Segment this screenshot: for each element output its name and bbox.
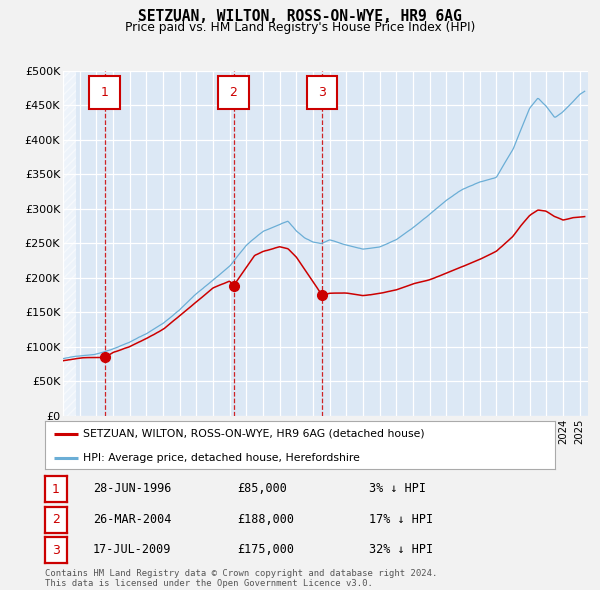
FancyBboxPatch shape xyxy=(218,76,249,109)
Text: 2: 2 xyxy=(230,86,238,99)
Text: 17-JUL-2009: 17-JUL-2009 xyxy=(93,543,172,556)
Text: 26-MAR-2004: 26-MAR-2004 xyxy=(93,513,172,526)
Text: Contains HM Land Registry data © Crown copyright and database right 2024.
This d: Contains HM Land Registry data © Crown c… xyxy=(45,569,437,588)
Text: £85,000: £85,000 xyxy=(237,482,287,495)
Text: 1: 1 xyxy=(101,86,109,99)
Text: 28-JUN-1996: 28-JUN-1996 xyxy=(93,482,172,495)
Text: 3: 3 xyxy=(52,544,60,557)
Text: SETZUAN, WILTON, ROSS-ON-WYE, HR9 6AG (detached house): SETZUAN, WILTON, ROSS-ON-WYE, HR9 6AG (d… xyxy=(83,429,425,439)
Text: 1: 1 xyxy=(52,483,60,496)
FancyBboxPatch shape xyxy=(307,76,337,109)
Text: HPI: Average price, detached house, Herefordshire: HPI: Average price, detached house, Here… xyxy=(83,453,360,463)
Text: SETZUAN, WILTON, ROSS-ON-WYE, HR9 6AG: SETZUAN, WILTON, ROSS-ON-WYE, HR9 6AG xyxy=(138,9,462,24)
FancyBboxPatch shape xyxy=(89,76,120,109)
Text: Price paid vs. HM Land Registry's House Price Index (HPI): Price paid vs. HM Land Registry's House … xyxy=(125,21,475,34)
Text: 17% ↓ HPI: 17% ↓ HPI xyxy=(369,513,433,526)
Text: 32% ↓ HPI: 32% ↓ HPI xyxy=(369,543,433,556)
Text: 2: 2 xyxy=(52,513,60,526)
Text: £175,000: £175,000 xyxy=(237,543,294,556)
Text: 3% ↓ HPI: 3% ↓ HPI xyxy=(369,482,426,495)
Text: 3: 3 xyxy=(318,86,326,99)
Text: £188,000: £188,000 xyxy=(237,513,294,526)
